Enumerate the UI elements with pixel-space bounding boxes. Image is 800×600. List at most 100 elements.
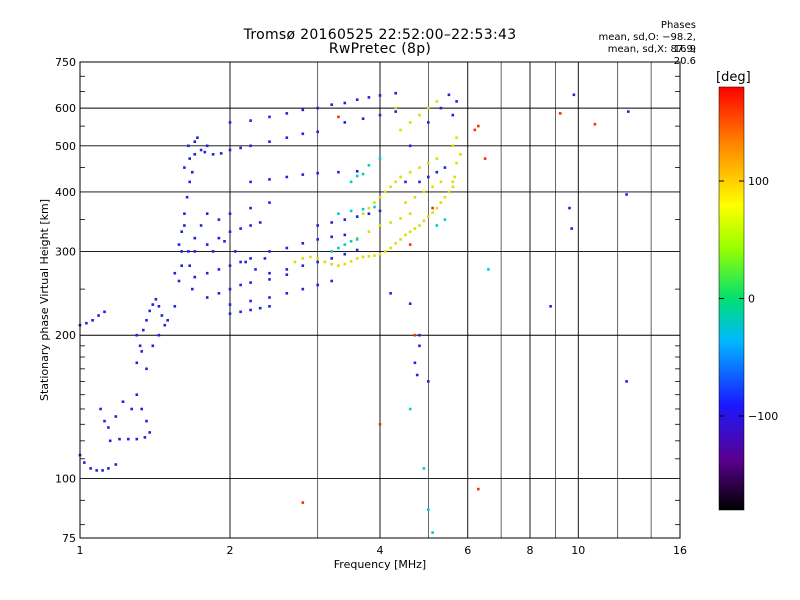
data-point bbox=[355, 248, 359, 252]
data-point bbox=[384, 250, 387, 253]
data-point bbox=[413, 195, 417, 199]
data-point bbox=[301, 257, 305, 260]
data-point bbox=[191, 170, 194, 174]
data-point bbox=[355, 170, 359, 173]
data-point bbox=[148, 431, 151, 434]
data-point bbox=[177, 243, 181, 246]
data-point bbox=[378, 252, 382, 256]
data-point bbox=[185, 195, 189, 199]
data-point bbox=[285, 112, 289, 115]
data-point bbox=[173, 305, 177, 308]
data-point bbox=[187, 144, 190, 148]
data-point bbox=[249, 281, 252, 284]
data-point bbox=[316, 257, 319, 260]
data-point bbox=[422, 219, 426, 222]
data-point bbox=[239, 310, 242, 314]
y-tick-label: 75 bbox=[62, 532, 76, 545]
data-point bbox=[188, 157, 191, 160]
phases-header: Phases bbox=[660, 20, 696, 31]
data-point bbox=[130, 407, 133, 411]
data-point bbox=[558, 112, 562, 115]
data-point bbox=[135, 437, 139, 441]
data-point bbox=[301, 173, 305, 176]
data-point bbox=[443, 218, 447, 221]
data-point bbox=[268, 115, 271, 119]
data-point bbox=[145, 419, 148, 423]
data-point bbox=[361, 117, 365, 120]
data-point bbox=[285, 136, 289, 139]
data-point bbox=[343, 218, 347, 221]
data-point bbox=[431, 185, 434, 189]
data-point bbox=[114, 415, 118, 418]
data-point bbox=[427, 380, 430, 383]
data-point bbox=[157, 305, 161, 308]
data-point bbox=[593, 122, 597, 126]
data-point bbox=[343, 262, 347, 266]
data-point bbox=[183, 224, 186, 227]
data-point bbox=[413, 333, 417, 337]
data-point bbox=[180, 250, 183, 253]
data-point bbox=[211, 250, 215, 253]
data-point bbox=[142, 328, 145, 332]
data-point bbox=[408, 121, 412, 124]
colorbar-tick-label: 100 bbox=[748, 175, 769, 188]
data-point bbox=[373, 201, 376, 204]
data-point bbox=[228, 121, 232, 124]
data-point bbox=[367, 96, 371, 99]
data-point bbox=[89, 467, 92, 470]
y-tick-label: 200 bbox=[55, 329, 76, 342]
data-point bbox=[193, 140, 197, 143]
colorbar-tick-label: −100 bbox=[748, 410, 778, 423]
data-point bbox=[140, 407, 143, 411]
data-point bbox=[263, 257, 267, 260]
data-point bbox=[234, 250, 237, 253]
data-point bbox=[258, 306, 262, 310]
data-point bbox=[404, 233, 407, 237]
data-point bbox=[330, 250, 333, 253]
data-point bbox=[373, 205, 376, 209]
data-point bbox=[173, 271, 177, 275]
data-point bbox=[413, 227, 417, 230]
data-point bbox=[95, 469, 98, 472]
data-point bbox=[239, 260, 242, 264]
data-point bbox=[418, 333, 421, 337]
data-point bbox=[107, 426, 110, 429]
data-point bbox=[180, 230, 183, 233]
data-point bbox=[349, 180, 353, 184]
data-point bbox=[211, 153, 215, 156]
data-point bbox=[83, 461, 86, 464]
data-point bbox=[343, 233, 347, 237]
data-point bbox=[193, 250, 197, 253]
data-point bbox=[427, 215, 430, 218]
data-point bbox=[301, 132, 305, 136]
data-point bbox=[191, 287, 194, 291]
data-point bbox=[249, 144, 252, 148]
data-point bbox=[451, 113, 455, 117]
data-point bbox=[101, 469, 104, 472]
data-point bbox=[205, 243, 209, 246]
data-point bbox=[268, 271, 271, 275]
data-point bbox=[217, 236, 221, 240]
data-point bbox=[378, 209, 382, 213]
x-tick-label: 1 bbox=[77, 544, 84, 557]
data-point bbox=[199, 148, 203, 152]
data-point bbox=[447, 190, 451, 194]
data-point bbox=[473, 128, 477, 132]
data-point bbox=[205, 212, 209, 215]
data-point bbox=[249, 206, 252, 210]
data-point bbox=[367, 255, 371, 258]
x-tick-label: 10 bbox=[571, 544, 585, 557]
data-point bbox=[349, 209, 353, 213]
colorbar-ticks: 100 0 −100 bbox=[719, 175, 778, 423]
data-point bbox=[404, 201, 407, 204]
data-point bbox=[330, 221, 333, 224]
data-point bbox=[455, 100, 458, 103]
data-point bbox=[99, 407, 102, 411]
data-point bbox=[337, 115, 340, 119]
data-point bbox=[361, 207, 365, 211]
data-point bbox=[228, 230, 232, 233]
phases-x-mode-stats: mean, sd,X: 87.9, 20.6 bbox=[607, 44, 696, 67]
data-point bbox=[343, 101, 347, 105]
data-point bbox=[118, 437, 121, 441]
